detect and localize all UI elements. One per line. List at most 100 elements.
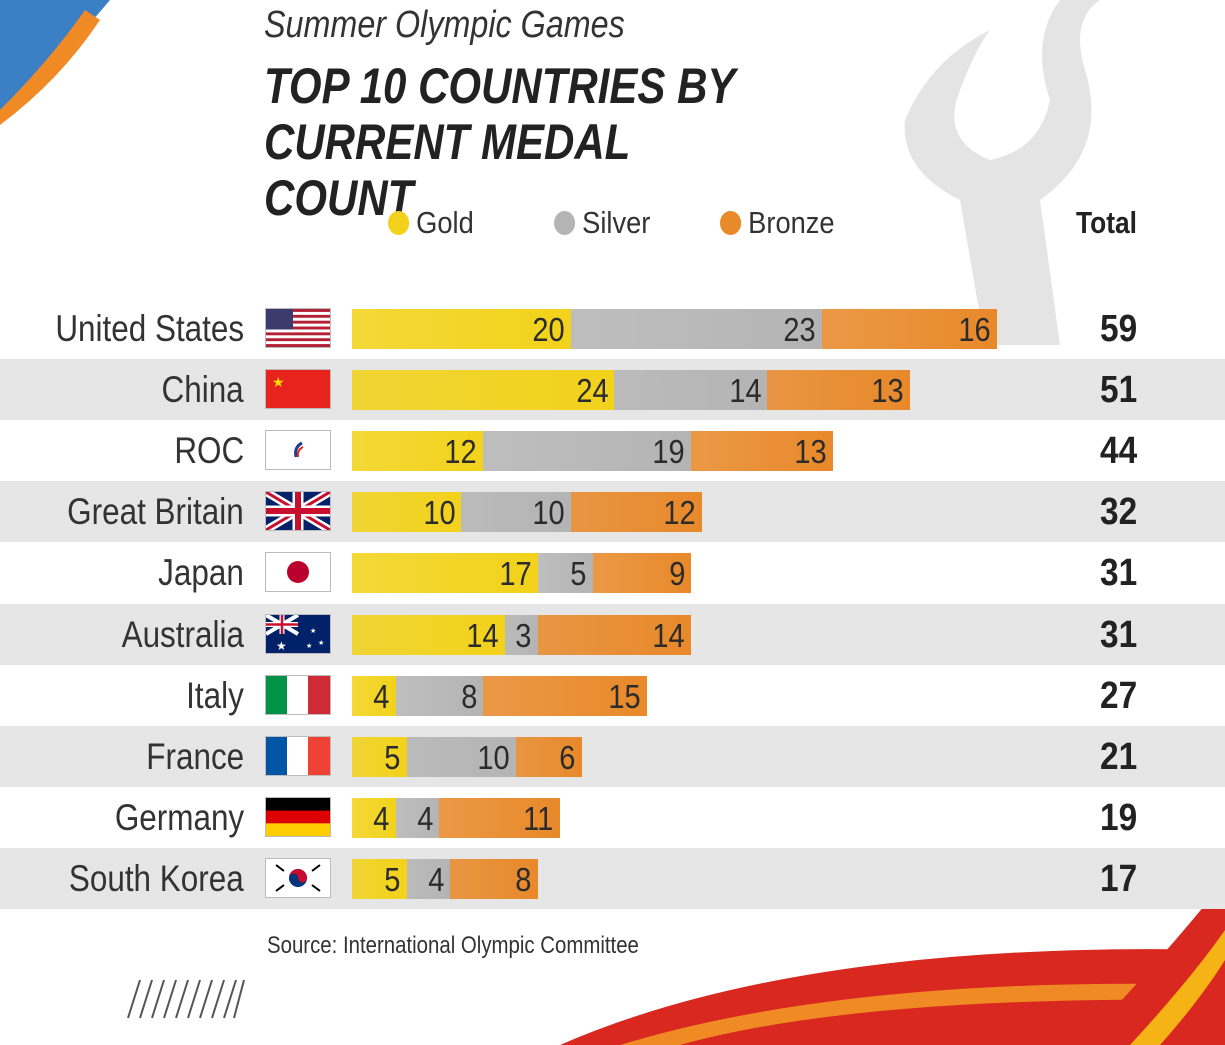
country-label: Italy bbox=[186, 674, 244, 716]
silver-bar: 5 bbox=[537, 553, 593, 594]
flag-icon bbox=[266, 797, 330, 836]
chart-row: ROC 12 19 13 44 bbox=[0, 420, 1225, 481]
total-value: 31 bbox=[1100, 552, 1138, 595]
chart-title: TOP 10 COUNTRIES BY CURRENT MEDAL COUNT bbox=[264, 58, 735, 226]
data-label: 6 bbox=[559, 738, 576, 776]
legend-gold: Gold bbox=[388, 205, 474, 241]
data-label: 10 bbox=[477, 738, 510, 776]
country-label: Germany bbox=[114, 796, 244, 838]
bronze-bar: 15 bbox=[483, 675, 648, 716]
gold-bar: 24 bbox=[352, 370, 615, 411]
torch-icon bbox=[904, 0, 1100, 345]
svg-text:★: ★ bbox=[276, 639, 287, 653]
total-value: 59 bbox=[1100, 308, 1138, 350]
bronze-dot-icon bbox=[720, 211, 742, 235]
gold-bar: 4 bbox=[352, 797, 396, 838]
chart-subtitle: Summer Olympic Games bbox=[264, 4, 625, 46]
silver-bar: 23 bbox=[570, 309, 823, 349]
gold-bar: 4 bbox=[352, 675, 396, 716]
flag-icon bbox=[266, 858, 330, 897]
data-label: 8 bbox=[515, 860, 532, 898]
source-note: Source: International Olympic Committee bbox=[267, 932, 639, 959]
svg-text:★: ★ bbox=[318, 639, 324, 647]
legend-silver: Silver bbox=[554, 205, 650, 241]
country-label: Australia bbox=[121, 613, 244, 655]
silver-dot-icon bbox=[554, 211, 576, 235]
svg-text:★: ★ bbox=[310, 627, 316, 635]
data-label: 11 bbox=[523, 799, 554, 837]
gold-bar: 5 bbox=[352, 736, 407, 777]
data-label: 16 bbox=[958, 311, 991, 348]
chart-row: Germany 4 4 11 19 bbox=[0, 787, 1225, 848]
country-label: France bbox=[146, 735, 244, 777]
flag-icon bbox=[263, 488, 333, 534]
data-label: 14 bbox=[466, 616, 500, 654]
silver-bar: 14 bbox=[614, 370, 768, 411]
data-label: 23 bbox=[783, 311, 817, 348]
chart-row: Italy 4 8 15 27 bbox=[0, 665, 1225, 726]
gold-bar: 12 bbox=[352, 431, 484, 472]
data-label: 8 bbox=[461, 677, 478, 715]
country-label: South Korea bbox=[69, 857, 244, 899]
data-label: 3 bbox=[515, 616, 532, 654]
flag-icon: ★ ★ ★ ★ bbox=[264, 612, 330, 653]
data-label: 17 bbox=[499, 555, 532, 593]
legend-bronze: Bronze bbox=[720, 205, 835, 241]
total-value: 21 bbox=[1100, 735, 1138, 778]
total-value: 27 bbox=[1100, 674, 1138, 717]
country-label: Japan bbox=[158, 552, 244, 594]
chart-row: Great Britain 10 10 12 32 bbox=[0, 481, 1225, 543]
data-label: 4 bbox=[417, 799, 434, 837]
svg-text:★: ★ bbox=[306, 642, 312, 650]
chart-row: United States 20 23 16 59 bbox=[0, 298, 1225, 359]
country-label: United States bbox=[55, 308, 244, 349]
data-label: 4 bbox=[373, 799, 390, 837]
chart-row: China ★ 24 14 13 51 bbox=[0, 359, 1225, 421]
data-label: 10 bbox=[423, 494, 456, 532]
gold-bar: 17 bbox=[352, 553, 538, 594]
data-label: 24 bbox=[576, 372, 609, 410]
silver-bar: 10 bbox=[406, 736, 516, 777]
gold-bar: 20 bbox=[352, 309, 571, 349]
flag-icon bbox=[266, 553, 330, 592]
total-value: 19 bbox=[1100, 796, 1138, 839]
hatch-marks bbox=[127, 979, 245, 1019]
legend-label: Bronze bbox=[748, 205, 835, 240]
bronze-bar: 16 bbox=[822, 309, 997, 349]
flag-icon: ★ bbox=[266, 370, 330, 409]
bronze-bar: 14 bbox=[537, 614, 691, 655]
gold-bar: 5 bbox=[352, 858, 407, 899]
bronze-bar: 13 bbox=[690, 431, 833, 472]
total-value: 44 bbox=[1100, 430, 1138, 473]
silver-bar: 4 bbox=[406, 858, 451, 899]
chart-row: Australia ★ ★ ★ ★ 14 3 14 31 bbox=[0, 603, 1225, 665]
legend-label: Silver bbox=[582, 205, 651, 240]
bronze-bar: 9 bbox=[592, 553, 691, 594]
data-label: 9 bbox=[668, 555, 685, 593]
data-label: 19 bbox=[652, 433, 685, 471]
gold-bar: 10 bbox=[352, 492, 462, 533]
bronze-bar: 13 bbox=[767, 370, 910, 411]
legend-label: Gold bbox=[416, 205, 474, 240]
bronze-bar: 11 bbox=[439, 797, 560, 838]
silver-bar: 19 bbox=[483, 431, 691, 472]
data-label: 13 bbox=[871, 372, 904, 410]
flag-icon bbox=[266, 736, 330, 775]
data-label: 20 bbox=[532, 311, 565, 348]
country-label: Great Britain bbox=[67, 491, 244, 533]
flag-icon bbox=[266, 431, 330, 470]
bronze-bar: 6 bbox=[515, 736, 582, 777]
bronze-bar: 8 bbox=[450, 858, 538, 899]
data-label: 5 bbox=[384, 738, 401, 776]
chart-row: Japan 17 5 9 31 bbox=[0, 542, 1225, 603]
data-label: 4 bbox=[373, 677, 390, 715]
total-value: 51 bbox=[1100, 369, 1138, 412]
svg-text:★: ★ bbox=[272, 374, 285, 390]
data-label: 14 bbox=[652, 616, 685, 654]
data-label: 12 bbox=[444, 433, 478, 471]
data-label: 14 bbox=[729, 372, 762, 410]
flag-icon bbox=[266, 309, 330, 347]
data-label: 13 bbox=[794, 433, 827, 471]
silver-bar: 3 bbox=[505, 614, 538, 655]
